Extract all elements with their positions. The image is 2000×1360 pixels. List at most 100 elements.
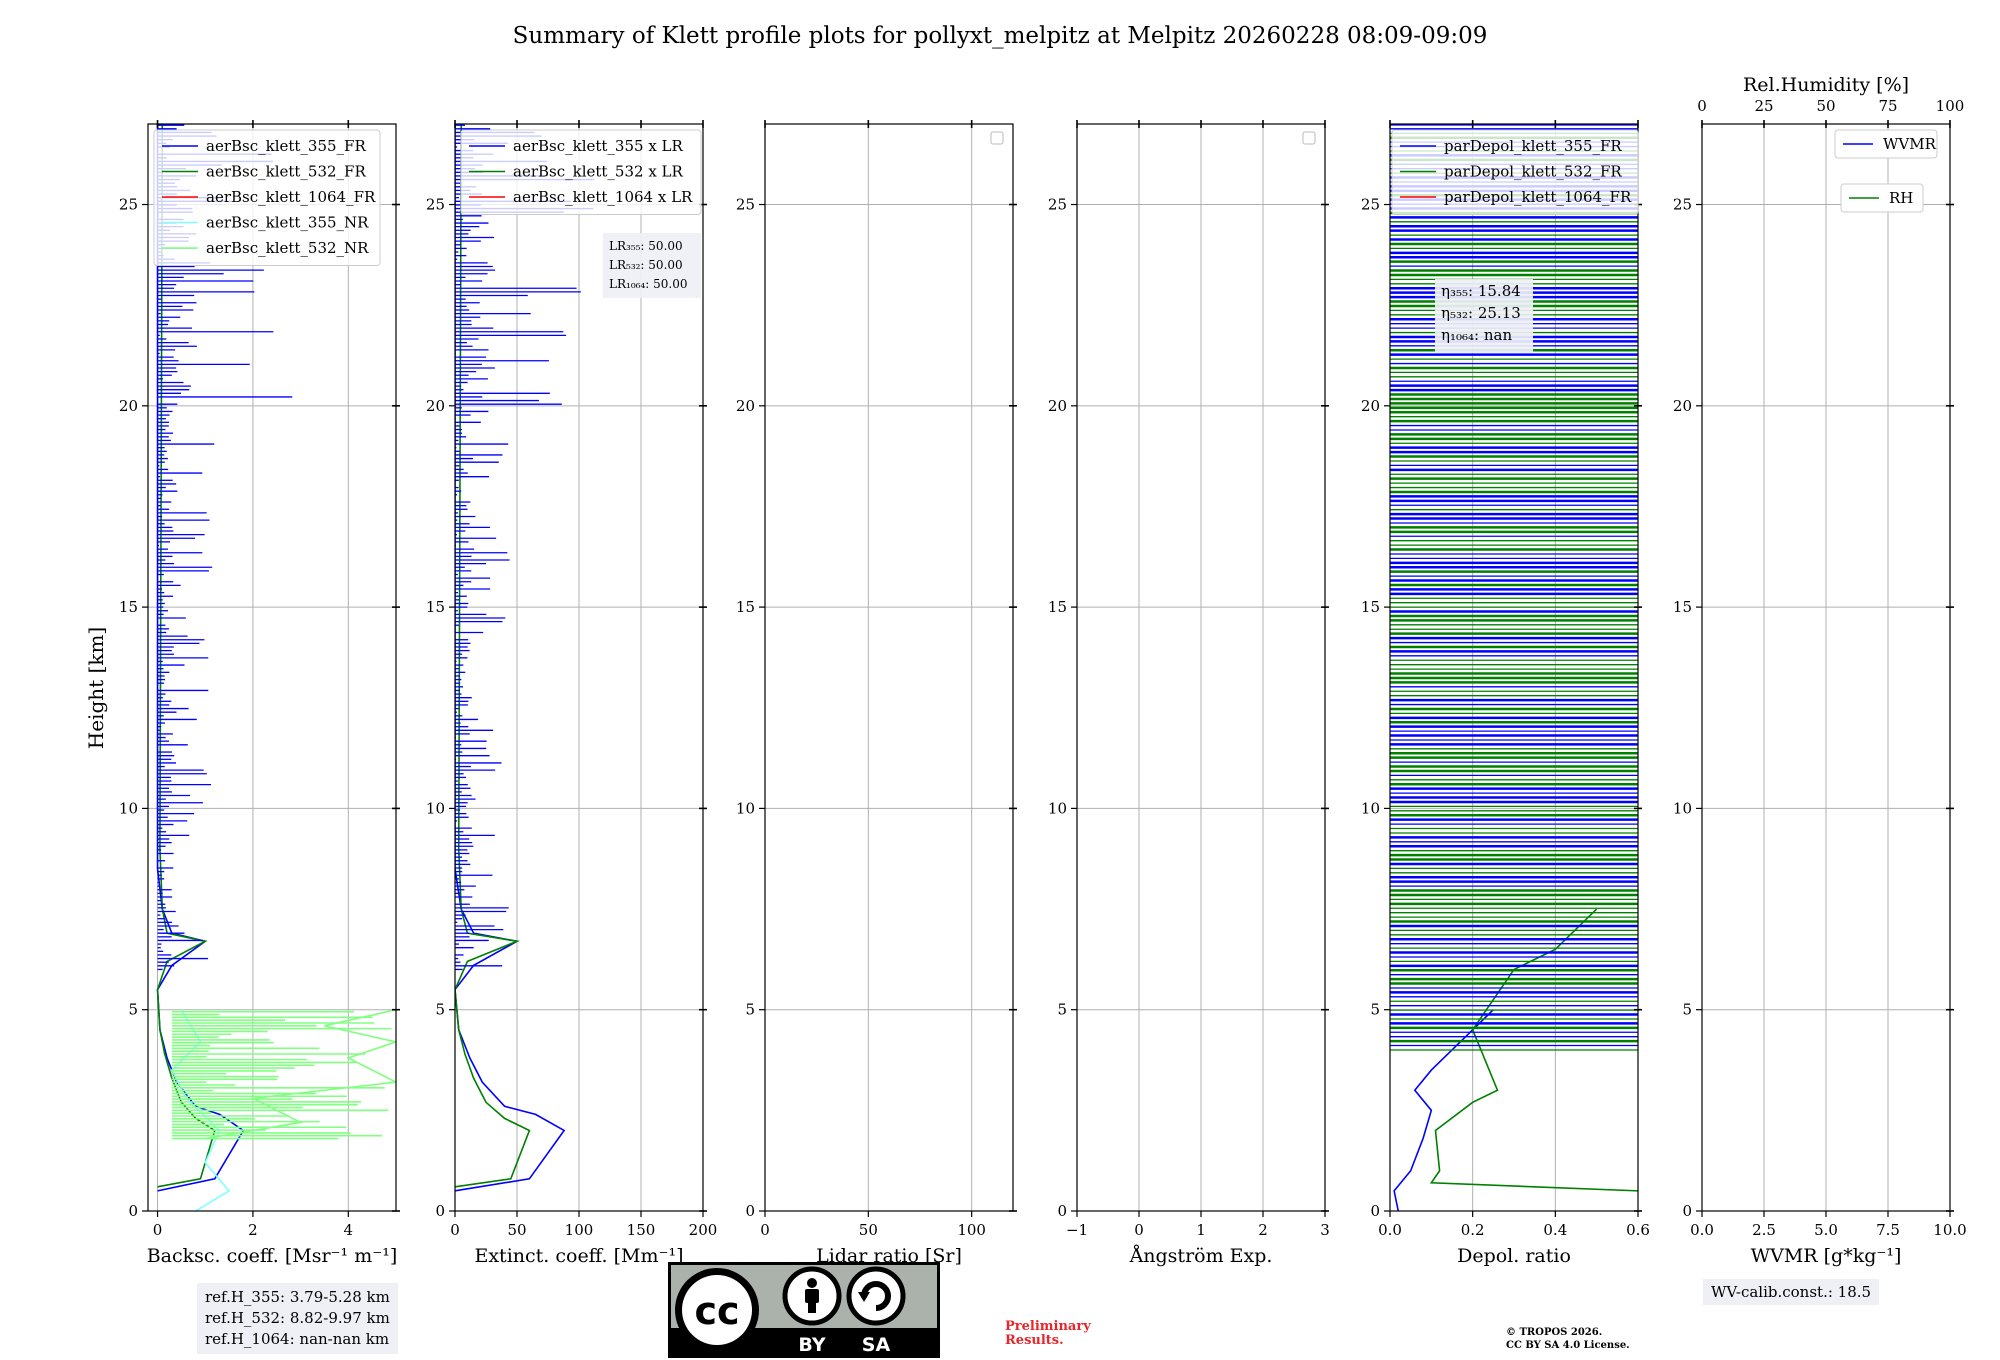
by-person-body [805, 1289, 819, 1303]
annotation-line: LR₁₀₆₄: 50.00 [609, 277, 687, 291]
y-tick-label: 5 [1370, 1001, 1380, 1019]
y-tick-label: 15 [119, 598, 138, 616]
y-tick-label: 5 [1682, 1001, 1692, 1019]
by-person-legs [808, 1302, 816, 1313]
axes-frame [1389, 123, 1639, 1212]
annotation-bg [1435, 279, 1533, 353]
ref-height-532: ref.H_532: 8.82-9.97 km [205, 1309, 390, 1327]
x-tick-label: 0 [1134, 1221, 1144, 1239]
figure-title: Summary of Klett profile plots for polly… [513, 23, 1488, 49]
x-tick-label: 2.5 [1752, 1221, 1776, 1239]
annotation-line: η₁₀₆₄: nan [1441, 326, 1512, 344]
sa-label: SA [862, 1334, 891, 1356]
annotation-box: LR₃₅₅: 50.00 LR₅₃₂: 50.00 LR₁₀₆₄: 50.00 [603, 233, 701, 298]
annotation-line: η₃₅₅: 15.84 [1441, 282, 1521, 300]
x-axis-label: Lidar ratio [Sr] [816, 1245, 962, 1267]
y-tick-label: 20 [426, 397, 445, 415]
legend-box [1840, 183, 1924, 213]
annotation-box: η₃₅₅: 15.84 η₅₃₂: 25.13 η₁₀₆₄: nan [1435, 279, 1533, 353]
series-line-aerBsc_klett_532 x LR [455, 124, 531, 1188]
series-line-aerBsc_klett_355 x LR [455, 124, 566, 1192]
series-line-parDepol_klett_532_FR [1429, 908, 1638, 1192]
legend-box [460, 129, 702, 215]
annotation-bg [603, 233, 701, 298]
y-tick-label: 20 [119, 397, 138, 415]
legend: aerBsc_klett_355_FR aerBsc_klett_532_FRae… [153, 129, 381, 266]
y-tick-label: 10 [426, 799, 445, 817]
series-line-aerBsc_klett_532_FR [156, 124, 216, 1188]
legend-label: WVMR [1883, 135, 1937, 153]
x-tick-label: 0 [153, 1221, 163, 1239]
y-tick-label: 25 [736, 196, 755, 214]
x-tick-label: 3 [1320, 1221, 1330, 1239]
x-tick-label: 1 [1196, 1221, 1206, 1239]
x-tick-label: 0.0 [1378, 1221, 1402, 1239]
x-tick-label: 100 [565, 1221, 594, 1239]
ref-height-355: ref.H_355: 3.79-5.28 km [205, 1288, 390, 1306]
legend-box [1834, 129, 1938, 159]
legend-label: aerBsc_klett_1064_FR [206, 188, 376, 206]
x-axis-label: Backsc. coeff. [Msr⁻¹ m⁻¹] [147, 1245, 398, 1267]
y-tick-label: 0 [1682, 1202, 1692, 1220]
x-tick-label: 0 [450, 1221, 460, 1239]
y-tick-label: 25 [119, 196, 138, 214]
reference-height-box: ref.H_355: 3.79-5.28 km ref.H_532: 8.82-… [197, 1283, 398, 1354]
y-tick-label: 10 [119, 799, 138, 817]
cc-by-sa-badge: cc BY SA [668, 1262, 940, 1358]
y-tick-label: 10 [1361, 799, 1380, 817]
legend-box [153, 129, 381, 266]
legend: aerBsc_klett_355 x LR aerBsc_klett_532 x … [460, 129, 702, 215]
annotation-line: η₅₃₂: 25.13 [1441, 304, 1521, 322]
top-x-axis-label: Rel.Humidity [%] [1743, 74, 1909, 96]
cc-icon: cc [694, 1289, 739, 1333]
x-tick-label: 50 [859, 1221, 878, 1239]
x-tick-label: 0.6 [1626, 1221, 1650, 1239]
legend-label: aerBsc_klett_355_NR [206, 214, 369, 232]
x-tick-label: 50 [507, 1221, 526, 1239]
y-tick-label: 0 [1057, 1202, 1067, 1220]
x-tick-label: −1 [1066, 1221, 1088, 1239]
legend-label: parDepol_klett_532_FR [1444, 163, 1622, 181]
y-tick-label: 15 [1673, 598, 1692, 616]
panel-wvmr: 0.0 2.5 5.0 7.5 10.0 0 5 10 15 20 25 WVMR [g*kg⁻¹] 0… [1673, 74, 1967, 1267]
top-x-tick-label: 100 [1936, 97, 1965, 115]
x-tick-label: 100 [957, 1221, 986, 1239]
copyright-note: © TROPOS 2026. CC BY SA 4.0 License. [1506, 1326, 1630, 1352]
y-tick-label: 25 [1673, 196, 1692, 214]
y-tick-label: 15 [1361, 598, 1380, 616]
x-tick-label: 0 [760, 1221, 770, 1239]
x-tick-label: 5.0 [1814, 1221, 1838, 1239]
legend: WVMR RH [1834, 129, 1938, 213]
series-group [455, 124, 594, 1192]
y-tick-label: 5 [435, 1001, 445, 1019]
preliminary-note: Preliminary Results. [1005, 1320, 1091, 1348]
panel-lidar-ratio: 0 50 100 0 5 10 15 20 25 Lidar ratio [Sr] [736, 120, 1017, 1267]
y-tick-label: 20 [1673, 397, 1692, 415]
y-tick-label: 0 [128, 1202, 138, 1220]
sa-arrow-head [858, 1292, 870, 1302]
panel-depol: 0.0 0.2 0.4 0.6 0 5 10 15 20 25 Depol. ratio parDep… [1361, 120, 1650, 1267]
top-x-tick-label: 75 [1878, 97, 1897, 115]
annotation-line: LR₃₅₅: 50.00 [609, 239, 683, 253]
x-axis-label: Depol. ratio [1457, 1245, 1571, 1267]
sa-arrow-arc [861, 1281, 891, 1311]
y-tick-label: 5 [745, 1001, 755, 1019]
wv-calibration-box: WV-calib.const.: 18.5 [1703, 1279, 1880, 1305]
by-person-head [807, 1278, 817, 1288]
legend-label: aerBsc_klett_532 x LR [513, 163, 684, 181]
copyright-line-2: CC BY SA 4.0 License. [1506, 1340, 1630, 1351]
top-x-tick-label: 25 [1754, 97, 1773, 115]
top-x-tick-label: 0 [1697, 97, 1707, 115]
y-tick-label: 10 [736, 799, 755, 817]
x-tick-label: 7.5 [1876, 1221, 1900, 1239]
axes-frame [147, 123, 397, 1212]
preliminary-line-1: Preliminary [1005, 1319, 1091, 1334]
y-tick-label: 25 [1361, 196, 1380, 214]
legend-label: parDepol_klett_1064_FR [1444, 188, 1632, 206]
x-tick-label: 0.0 [1690, 1221, 1714, 1239]
y-tick-label: 25 [1048, 196, 1067, 214]
x-tick-label: 200 [689, 1221, 718, 1239]
legend-label: RH [1889, 189, 1913, 207]
legend-label: aerBsc_klett_1064 x LR [513, 188, 693, 206]
